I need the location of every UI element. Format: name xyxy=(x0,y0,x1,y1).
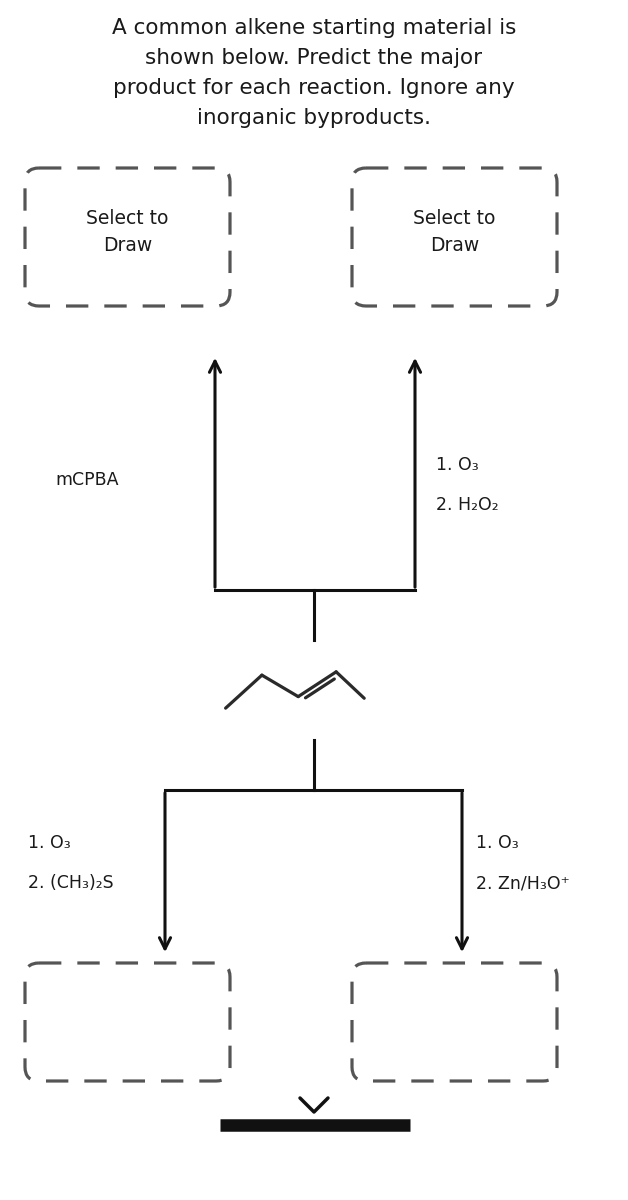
Text: 2. H₂O₂: 2. H₂O₂ xyxy=(436,496,499,514)
Text: shown below. Predict the major: shown below. Predict the major xyxy=(146,48,482,68)
Text: A common alkene starting material is: A common alkene starting material is xyxy=(112,18,516,38)
Text: Select to
Draw: Select to Draw xyxy=(413,209,495,254)
Text: mCPBA: mCPBA xyxy=(55,470,119,490)
Text: product for each reaction. Ignore any: product for each reaction. Ignore any xyxy=(113,78,515,98)
Text: 2. Zn/H₃O⁺: 2. Zn/H₃O⁺ xyxy=(476,874,570,892)
Text: inorganic byproducts.: inorganic byproducts. xyxy=(197,108,431,128)
Text: Select to
Draw: Select to Draw xyxy=(86,209,169,254)
Text: 1. O₃: 1. O₃ xyxy=(436,456,479,474)
Text: 2. (CH₃)₂S: 2. (CH₃)₂S xyxy=(28,874,114,892)
Text: 1. O₃: 1. O₃ xyxy=(28,834,71,852)
Text: 1. O₃: 1. O₃ xyxy=(476,834,519,852)
